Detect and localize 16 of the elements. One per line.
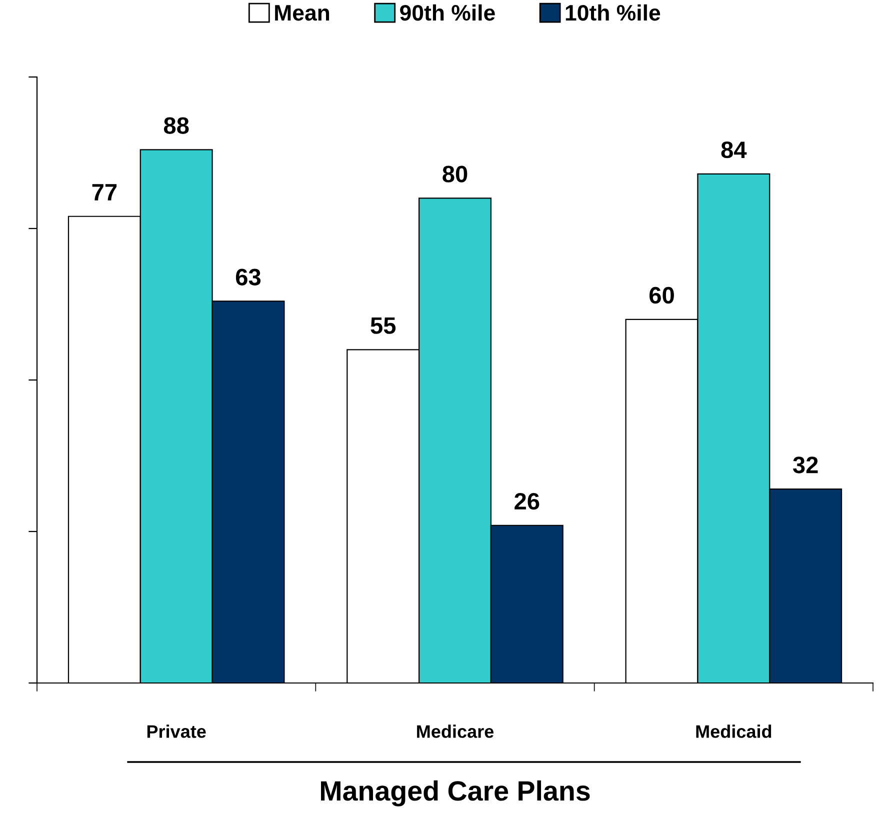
x-tick-label: Private (147, 724, 206, 738)
data-label: 84 (721, 141, 747, 158)
legend-label: Mean (275, 5, 330, 21)
data-label: 88 (164, 117, 189, 134)
x-tick-label: Medicare (417, 724, 494, 738)
data-label: 26 (514, 492, 540, 510)
data-label: 77 (92, 184, 117, 200)
data-label: 60 (650, 286, 674, 304)
x-axis-title: Managed Care Plans (321, 780, 590, 806)
legend-label: 90th %ile (400, 4, 495, 21)
x-tick-label: Medicaid (696, 724, 772, 738)
data-label: 32 (792, 456, 818, 474)
data-label: 80 (442, 166, 468, 182)
data-label: 63 (236, 268, 261, 286)
data-label: 55 (370, 317, 396, 334)
legend-label: 10th %ile (566, 4, 660, 21)
